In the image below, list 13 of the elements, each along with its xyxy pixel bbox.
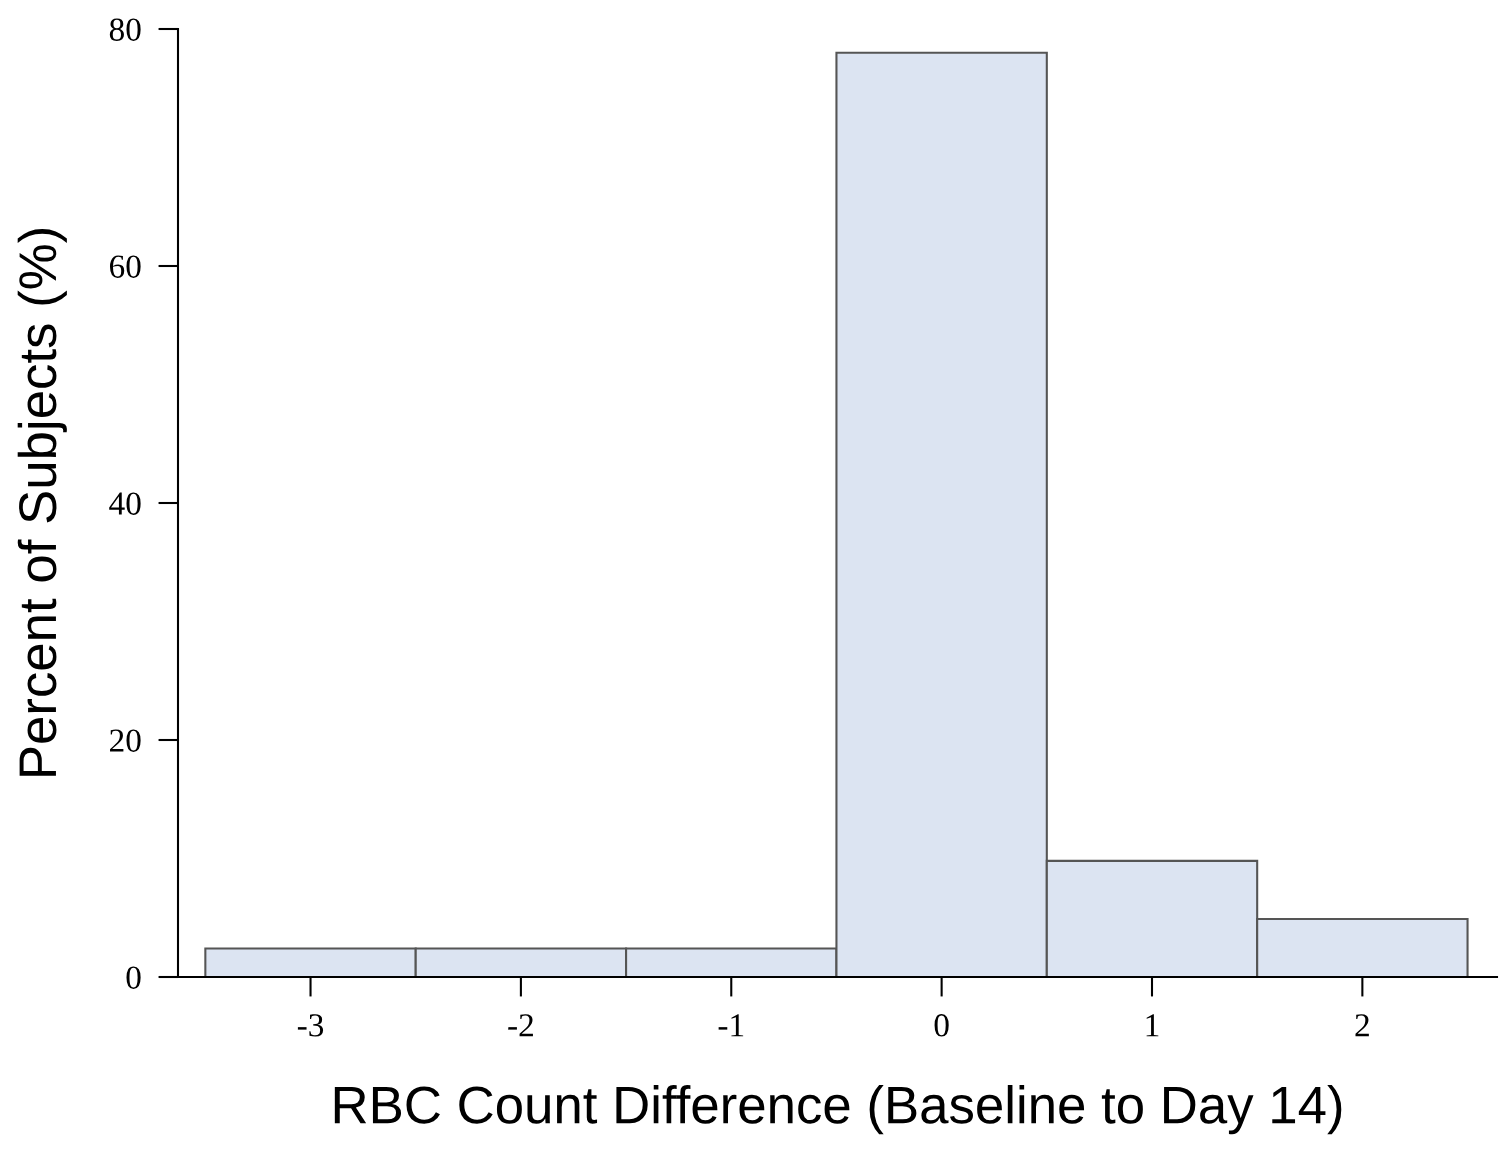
y-tick-label: 20 <box>110 729 141 752</box>
x-axis-title: RBC Count Difference (Baseline to Day 14) <box>334 1085 1342 1135</box>
y-axis-title: Percent of Subjects (%) <box>17 229 67 776</box>
x-tick-label: 0 <box>934 1014 949 1037</box>
y-tick-label: 0 <box>126 966 141 989</box>
x-tick-label: 1 <box>1146 1014 1159 1037</box>
x-tick-label: -1 <box>718 1014 744 1037</box>
x-tick-label: -2 <box>508 1014 533 1037</box>
y-tick-label: 40 <box>109 492 141 515</box>
x-tick-label: 2 <box>1355 1014 1369 1037</box>
x-tick-label: -3 <box>297 1014 324 1037</box>
y-tick-label: 80 <box>109 18 141 41</box>
y-tick-label: 60 <box>109 255 141 278</box>
